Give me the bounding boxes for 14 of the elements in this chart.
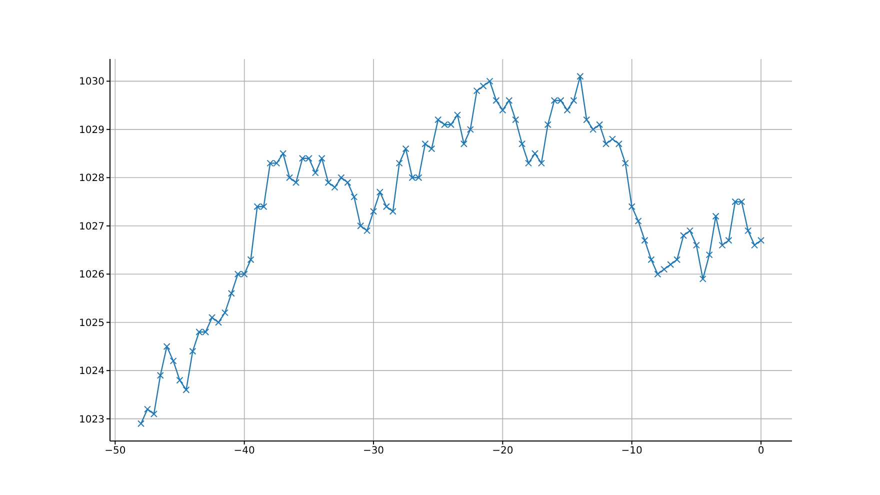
x-tick-label: −30 xyxy=(362,446,384,457)
y-tick-label: 1025 xyxy=(79,318,104,329)
y-tick-label: 1024 xyxy=(79,366,104,378)
x-tick-label: −40 xyxy=(234,446,255,457)
y-tick-label: 1030 xyxy=(79,76,104,88)
x-tick-label: −20 xyxy=(492,446,514,457)
y-tick-label: 1027 xyxy=(79,221,104,232)
y-tick-label: 1023 xyxy=(79,414,104,426)
y-tick-label: 1029 xyxy=(79,124,104,136)
x-tick-label: −10 xyxy=(621,446,642,457)
y-tick-label: 1026 xyxy=(79,270,104,281)
x-tick-label: −50 xyxy=(104,446,126,457)
x-tick-label: 0 xyxy=(758,446,764,457)
y-tick-label: 1028 xyxy=(79,173,104,184)
